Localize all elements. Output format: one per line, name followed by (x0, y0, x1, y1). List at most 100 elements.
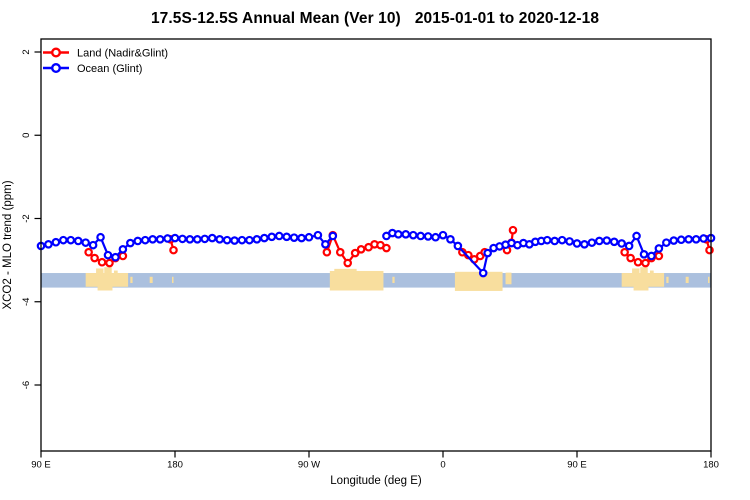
legend-label: Land (Nadir&Glint) (77, 48, 168, 60)
y-axis-ticks: 2 0 -2 -4 -6 (21, 49, 41, 389)
ocean-data-point (478, 268, 488, 278)
y-tick-label: -6 (21, 381, 32, 389)
land-data-point (322, 247, 332, 257)
landmass-africa (454, 271, 503, 291)
landmass-island-speck-3 (172, 276, 174, 284)
ocean-data-point (155, 235, 165, 244)
ocean-data-point (133, 236, 143, 246)
ocean-data-point (699, 234, 708, 243)
x-axis-title: Longitude (deg E) (330, 475, 422, 487)
ocean-data-point (394, 230, 403, 239)
ocean-data-point (51, 237, 61, 247)
ocean-data-point (572, 239, 582, 248)
ocean-data-point (59, 235, 68, 245)
ocean-data-point (230, 236, 239, 245)
land-data-point (705, 245, 714, 255)
y-tick-label: 0 (21, 133, 32, 138)
plot-frame (40, 38, 712, 452)
ocean-data-point (289, 233, 299, 242)
y-tick-label: 2 (21, 49, 32, 54)
landmass-australia-coast (97, 285, 113, 291)
landmass-australia-2-coast (649, 270, 654, 275)
ocean-data-point (185, 235, 195, 244)
ocean-data-point (565, 237, 574, 246)
landmass-madagascar (505, 272, 512, 285)
ocean-data-point (438, 230, 448, 240)
ocean-data-point (66, 235, 76, 245)
ocean-data-point (609, 237, 619, 247)
y-axis-title: XCO2 - MLO trend (ppm) (2, 180, 14, 309)
plot-title-region-text: 17.5S-12.5S Annual Mean (Ver 10) (150, 10, 401, 27)
land-data-point (97, 257, 107, 267)
ocean-data-point (423, 232, 433, 241)
land-data-point (633, 257, 643, 267)
ocean-data-point (81, 238, 90, 247)
data-series-layer (36, 225, 716, 278)
ocean-data-point (126, 238, 135, 248)
ocean-data-point (654, 244, 664, 253)
landmass-island-speck-2 (149, 276, 153, 284)
ocean-data-point (313, 230, 323, 240)
ocean-data-point (483, 248, 492, 258)
land-data-point (343, 258, 353, 268)
ocean-data-point (103, 250, 113, 260)
ocean-series (36, 228, 716, 278)
landmass-australia-coast (104, 267, 112, 275)
ocean-data-point (669, 236, 679, 245)
latitude-strip-map (41, 267, 711, 291)
ocean-data-point (44, 240, 53, 249)
landmass-island-speck-5 (666, 276, 669, 284)
land-data-point (356, 245, 366, 254)
landmass-island-speck-6 (685, 276, 689, 284)
ocean-data-point (207, 233, 217, 243)
y-tick-label: -2 (21, 214, 32, 222)
ocean-data-point (453, 241, 463, 251)
ocean-data-point (111, 252, 120, 262)
landmass-australia-2 (621, 273, 665, 287)
land-data-point (90, 253, 99, 263)
legend-marker-icon (51, 47, 62, 58)
ocean-data-point (328, 231, 338, 241)
ocean-data-point (274, 231, 284, 241)
ocean-data-point (252, 235, 262, 244)
x-tick-label: 90 W (298, 460, 320, 471)
ocean-data-point (140, 235, 150, 245)
ocean-data-point (222, 235, 232, 245)
ocean-data-point (580, 240, 589, 249)
ocean-data-point (624, 241, 634, 251)
landmass-australia (85, 273, 129, 287)
landmass-island-speck-1 (130, 276, 133, 284)
ocean-data-point (617, 239, 626, 248)
landmass-australia-coast (113, 270, 118, 275)
plot-title: 17.5S-12.5S Annual Mean (Ver 10) 2015-01-… (0, 10, 750, 28)
ocean-data-point (178, 234, 187, 244)
land-data-point (118, 251, 128, 261)
land-data-point (350, 248, 360, 258)
ocean-data-point (304, 232, 314, 242)
landmass-australia-coast (96, 268, 104, 275)
ocean-data-point (163, 234, 172, 243)
ocean-data-point (200, 234, 210, 244)
x-axis-ticks: 90 E 180 90 W 0 90 E 180 (31, 451, 719, 471)
ocean-data-point (542, 235, 552, 245)
legend-item-ocean: Ocean (Glint) (43, 62, 142, 75)
ocean-data-point (684, 235, 693, 244)
land-data-point (382, 243, 391, 253)
ocean-data-point (662, 238, 671, 247)
legend-marker-icon (51, 62, 62, 73)
landmass-australia-2-coast (632, 268, 640, 275)
ocean-data-point (408, 230, 418, 240)
landmass-south-america-coast (334, 268, 357, 272)
landmass-australia-2-coast (633, 285, 649, 291)
ocean-data-point (96, 232, 105, 242)
ocean-data-point (595, 236, 604, 246)
ocean-data-point (587, 238, 597, 247)
ocean-data-point (446, 235, 455, 244)
land-data-point (169, 245, 178, 255)
ocean-data-point (267, 232, 277, 242)
ocean-data-point (602, 236, 612, 245)
legend-label: Ocean (Glint) (77, 63, 142, 75)
ocean-data-point (73, 236, 83, 246)
y-tick-label: -4 (21, 298, 32, 306)
